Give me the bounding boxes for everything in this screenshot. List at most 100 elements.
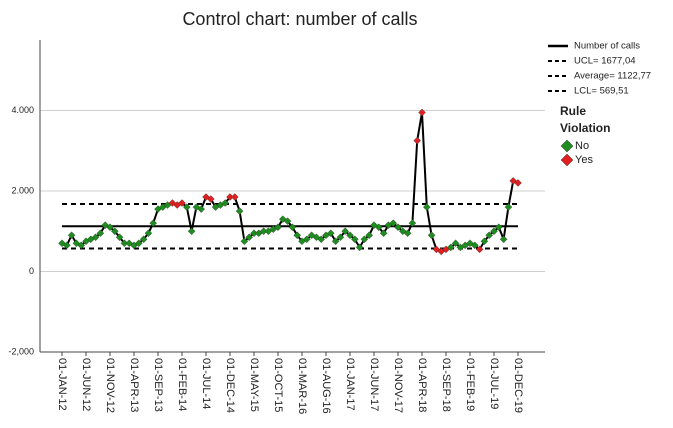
series-line bbox=[61, 112, 519, 253]
x-tick-label: 01-SEP-13 bbox=[152, 358, 164, 412]
point bbox=[355, 243, 364, 252]
point bbox=[423, 203, 431, 211]
point bbox=[490, 227, 498, 236]
point bbox=[149, 219, 157, 227]
point bbox=[360, 235, 369, 244]
legend-title: Rule bbox=[560, 104, 586, 118]
point bbox=[471, 241, 479, 250]
point bbox=[514, 179, 522, 187]
point bbox=[288, 223, 297, 231]
point bbox=[365, 231, 373, 240]
x-tick-label: 01-MAR-16 bbox=[296, 358, 308, 414]
legend-label: Number of calls bbox=[574, 41, 640, 52]
chart-title: Control chart: number of calls bbox=[182, 9, 417, 29]
x-tick-label: 01-NOV-12 bbox=[104, 358, 116, 413]
point bbox=[499, 235, 508, 244]
point bbox=[451, 239, 460, 248]
point bbox=[91, 233, 100, 242]
x-tick-label: 01-JAN-17 bbox=[344, 358, 356, 411]
y-tick-label: 4.000 bbox=[11, 105, 34, 115]
point bbox=[197, 205, 205, 213]
point bbox=[192, 203, 201, 211]
x-tick-label: 01-OCT-15 bbox=[272, 358, 284, 412]
point bbox=[346, 231, 354, 240]
point bbox=[307, 231, 316, 240]
point bbox=[221, 199, 229, 207]
point bbox=[293, 231, 301, 240]
point bbox=[235, 207, 244, 215]
point bbox=[379, 229, 388, 238]
point bbox=[399, 227, 407, 236]
point bbox=[495, 223, 503, 231]
x-tick-label: 01-FEB-19 bbox=[464, 358, 476, 411]
point bbox=[432, 245, 441, 254]
point bbox=[327, 229, 335, 238]
legend-label: Yes bbox=[575, 154, 593, 166]
legend-label: Average= 1122,77 bbox=[574, 71, 651, 82]
point bbox=[187, 227, 196, 236]
x-tick-label: 01-APR-13 bbox=[128, 358, 140, 412]
legend-label: UCL= 1677,04 bbox=[574, 56, 636, 67]
point bbox=[283, 217, 292, 225]
point bbox=[475, 245, 484, 254]
point bbox=[139, 235, 148, 244]
point bbox=[231, 193, 239, 201]
x-tick-label: 01-JUN-17 bbox=[368, 358, 380, 411]
x-tick-label: 01-SEP-18 bbox=[440, 358, 452, 412]
x-tick-label: 01-DEC-14 bbox=[224, 358, 236, 413]
point bbox=[317, 235, 325, 244]
point bbox=[413, 136, 421, 145]
x-tick-label: 01-FEB-14 bbox=[176, 358, 188, 411]
x-tick-label: 01-JAN-12 bbox=[56, 358, 68, 411]
point bbox=[480, 237, 489, 246]
x-tick-label: 01-AUG-16 bbox=[320, 358, 332, 414]
legend-title: Violation bbox=[560, 121, 610, 135]
x-tick-label: 01-JUL-19 bbox=[488, 358, 500, 409]
point bbox=[106, 223, 114, 231]
x-tick-label: 01-APR-18 bbox=[416, 358, 428, 412]
point bbox=[183, 203, 191, 211]
y-tick-label: -2,000 bbox=[8, 346, 34, 356]
x-tick-label: 01-MAY-15 bbox=[248, 358, 260, 412]
point bbox=[447, 243, 455, 252]
point bbox=[63, 241, 71, 250]
point bbox=[375, 223, 383, 231]
point bbox=[351, 235, 359, 244]
x-tick-label: 01-JUL-14 bbox=[200, 358, 212, 409]
legend-marker bbox=[560, 153, 574, 167]
y-tick-label: 2.000 bbox=[11, 185, 34, 195]
point bbox=[312, 233, 321, 242]
point bbox=[504, 203, 513, 211]
point bbox=[178, 199, 186, 207]
point bbox=[135, 239, 143, 248]
y-tick-label: 0 bbox=[29, 266, 34, 276]
point bbox=[389, 219, 397, 227]
x-tick-label: 01-JUN-12 bbox=[80, 358, 92, 411]
point bbox=[245, 233, 253, 242]
point bbox=[403, 229, 412, 238]
point bbox=[207, 195, 215, 203]
point bbox=[240, 237, 249, 246]
legend-marker bbox=[560, 139, 574, 153]
point bbox=[67, 231, 76, 240]
point bbox=[336, 233, 345, 242]
point bbox=[274, 223, 282, 231]
point bbox=[408, 219, 417, 227]
point bbox=[331, 237, 340, 246]
point bbox=[303, 235, 311, 244]
point bbox=[341, 227, 349, 236]
point bbox=[115, 233, 124, 242]
point bbox=[111, 227, 119, 236]
point bbox=[427, 231, 436, 240]
legend-label: LCL= 569,51 bbox=[574, 86, 629, 97]
point bbox=[144, 229, 153, 238]
point bbox=[96, 229, 105, 238]
point bbox=[485, 231, 493, 240]
point bbox=[394, 223, 402, 231]
point bbox=[77, 241, 85, 250]
x-tick-label: 01-NOV-17 bbox=[392, 358, 404, 413]
x-tick-label: 01-DEC-19 bbox=[512, 358, 524, 413]
point bbox=[418, 108, 426, 117]
